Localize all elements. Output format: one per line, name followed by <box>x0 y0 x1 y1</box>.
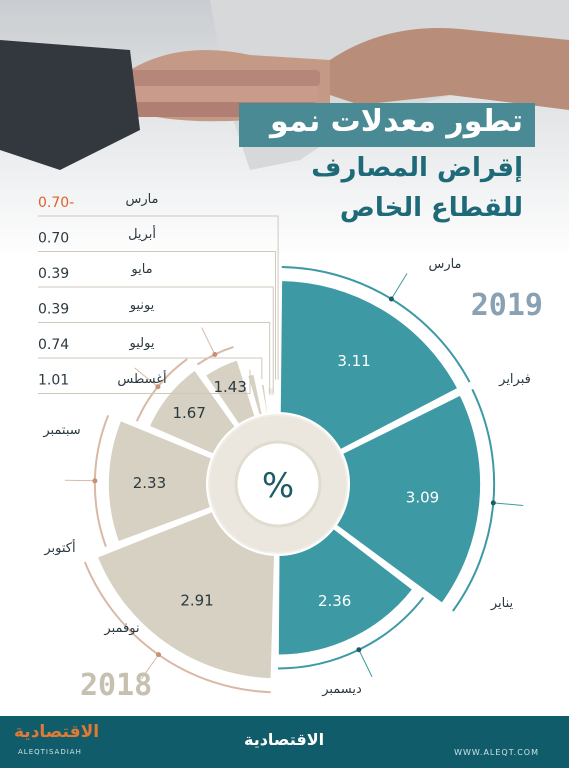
month-label-12: مارس <box>125 192 158 207</box>
month-label-9: يونيو <box>129 298 155 313</box>
footer-url: WWW.ALEQT.COM <box>454 748 539 757</box>
month-label-10: مايو <box>130 262 152 277</box>
footer-logo: الاقتصادية <box>244 730 325 749</box>
month-label-7: أغسطس <box>117 370 166 387</box>
month-label-5: أكتوبر <box>43 539 75 556</box>
bracket-dot-1 <box>490 500 496 506</box>
leader-5 <box>134 367 159 388</box>
month-label-3: ديسمبر <box>321 682 362 697</box>
month-label-1: فبراير <box>498 372 531 387</box>
bracket-dot-3 <box>156 652 162 658</box>
list-value-9: 0.39 <box>38 302 69 318</box>
leader-2 <box>358 649 373 677</box>
bracket-dot-4 <box>92 478 98 484</box>
value-label-0: 3.11 <box>337 352 370 370</box>
title-line-2: إقراض المصارف <box>311 153 523 183</box>
title-line-1: تطور معدلات نمو <box>270 104 523 139</box>
list-leader-10 <box>160 286 274 394</box>
center-disc <box>234 440 322 528</box>
bar-12 <box>275 381 281 417</box>
list-leader-8 <box>160 357 263 380</box>
list-leader-9 <box>160 322 271 394</box>
value-label-2: 2.36 <box>318 592 351 610</box>
list-value-10: 0.39 <box>38 266 69 282</box>
center-percent-label: % <box>262 466 294 506</box>
value-label-4: 2.33 <box>133 474 166 492</box>
value-label-1: 3.09 <box>406 489 439 507</box>
title-band <box>239 103 535 147</box>
brand-watermark-logo: الاقتصادية <box>14 722 100 742</box>
leader-4 <box>64 479 95 482</box>
value-label-6: 1.43 <box>213 378 246 396</box>
leader-0 <box>390 273 408 300</box>
footer-bar <box>0 716 569 768</box>
value-label-3: 2.91 <box>180 592 213 610</box>
month-label-8: يوليو <box>129 336 155 351</box>
bracket-dot-0 <box>388 296 394 302</box>
year-2018-label: 2018 <box>80 668 153 703</box>
list-leader-11 <box>160 251 277 380</box>
list-value-7: 1.01 <box>38 373 69 389</box>
list-leader-7 <box>160 369 251 394</box>
list-leader-12 <box>160 215 279 380</box>
year-2019-label: 2019 <box>470 288 543 323</box>
list-value-8: 0.74 <box>38 337 69 353</box>
month-label-6: سبتمبر <box>42 423 80 438</box>
month-label-2: يناير <box>490 596 514 611</box>
list-value-11: 0.70 <box>38 231 69 247</box>
leader-3 <box>140 654 159 680</box>
title-line-3: للقطاع الخاص <box>339 193 523 223</box>
bracket-dot-5 <box>155 384 161 390</box>
leader-6 <box>201 327 216 355</box>
leader-1 <box>493 502 524 506</box>
value-label-5: 1.67 <box>173 404 206 422</box>
bracket-dot-6 <box>212 352 218 358</box>
bracket-dot-2 <box>356 647 362 653</box>
list-value-12: 0.70- <box>38 195 74 211</box>
brand-watermark-subtitle: ALEQTISADIAH <box>18 748 82 756</box>
month-label-0: مارس <box>428 257 461 272</box>
month-label-4: نوفمبر <box>103 621 139 636</box>
month-label-11: أبريل <box>128 225 156 242</box>
